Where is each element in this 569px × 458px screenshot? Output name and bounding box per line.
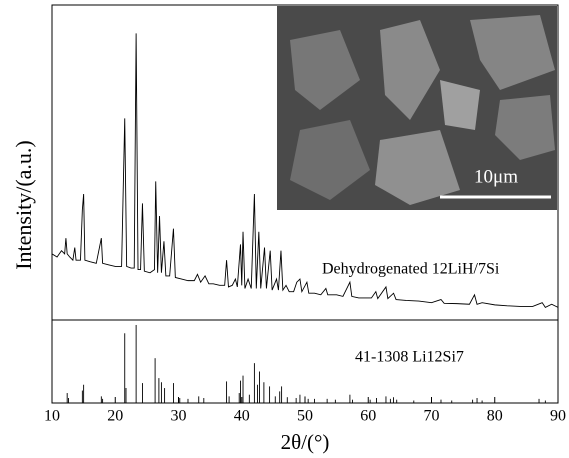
x-tick-label: 60: [360, 408, 376, 425]
x-tick-label: 90: [550, 408, 566, 425]
chart: 10μm Dehydrogenated 12LiH/7Si 41-1308 Li…: [0, 0, 569, 458]
pattern-label: Dehydrogenated 12LiH/7Si: [322, 261, 500, 278]
reference-label: 41-1308 Li12Si7: [355, 349, 464, 366]
x-tick-label: 10: [44, 408, 60, 425]
x-axis-label: 2θ/(°): [281, 430, 330, 454]
x-tick-label: 40: [234, 408, 250, 425]
page: {"chart_data": [ {"type": "line", "ylabe…: [0, 0, 569, 458]
sem-inset: 10μm: [277, 6, 557, 210]
x-tick-label: 30: [171, 408, 187, 425]
x-tick-label: 80: [487, 408, 503, 425]
x-tick-label: 20: [107, 408, 123, 425]
y-axis-label: Intensity/(a.u.): [11, 140, 36, 270]
x-tick-label: 70: [424, 408, 440, 425]
scale-label: 10μm: [474, 166, 518, 187]
x-tick-label: 50: [297, 408, 313, 425]
